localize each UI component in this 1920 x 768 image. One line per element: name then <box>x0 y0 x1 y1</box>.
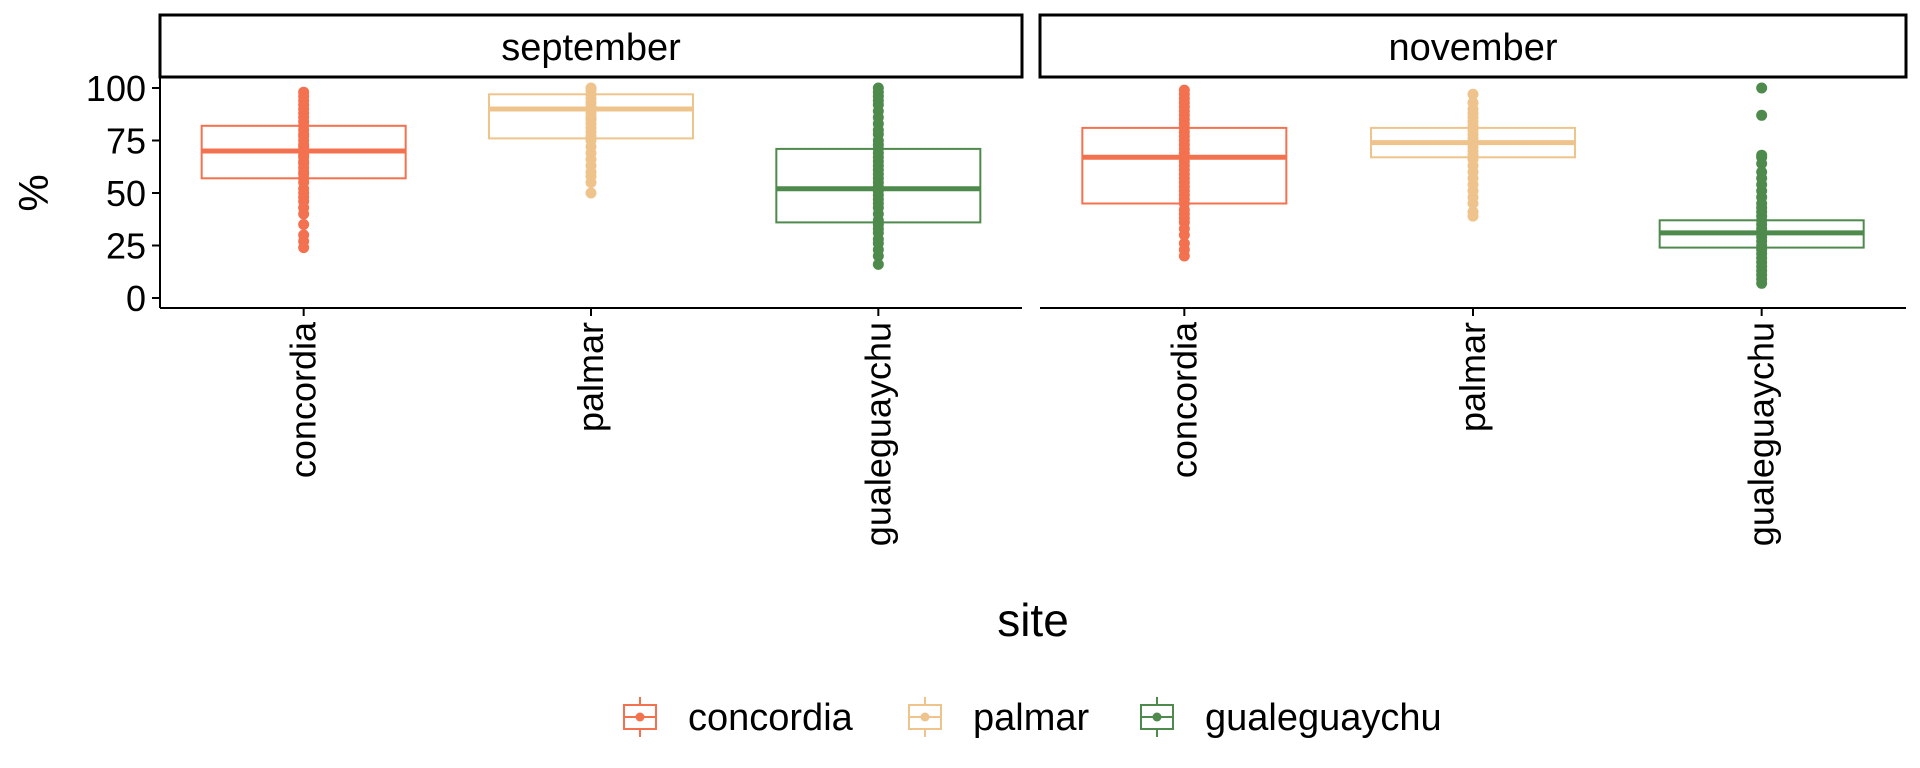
x-tick-label: gualeguaychu <box>857 322 898 546</box>
x-tick-label: concordia <box>1163 321 1204 478</box>
y-tick-label: 100 <box>86 68 146 109</box>
data-point-palmar <box>585 82 597 94</box>
x-tick-label: gualeguaychu <box>1741 322 1782 546</box>
y-tick-label: 0 <box>126 278 146 319</box>
data-point-palmar <box>1467 97 1479 109</box>
legend-key-point <box>920 712 930 722</box>
y-tick-label: 50 <box>106 173 146 214</box>
legend-label-concordia: concordia <box>688 697 854 739</box>
data-point-concordia <box>1178 84 1190 96</box>
y-tick-label: 75 <box>106 121 146 162</box>
data-point-gualeguaychu <box>872 82 884 94</box>
facet-title: november <box>1389 27 1558 69</box>
data-point-gualeguaychu <box>1756 82 1768 94</box>
legend-label-palmar: palmar <box>973 697 1089 739</box>
data-point-concordia <box>1178 237 1190 249</box>
x-tick-label: concordia <box>283 321 324 478</box>
y-axis-title: % <box>10 174 57 211</box>
facet-title: september <box>501 27 681 69</box>
data-point-palmar <box>585 187 597 199</box>
y-tick-label: 25 <box>106 226 146 267</box>
data-point-concordia <box>298 219 310 230</box>
x-tick-label: palmar <box>570 322 611 432</box>
data-point-gualeguaychu <box>872 258 884 270</box>
data-point-palmar <box>1467 88 1479 100</box>
data-point-concordia <box>298 86 310 98</box>
facet-strip-november <box>1038 13 1908 79</box>
data-point-gualeguaychu <box>1756 166 1768 178</box>
legend-label-gualeguaychu: gualeguaychu <box>1205 697 1442 739</box>
x-axis-title: site <box>997 594 1069 646</box>
legend-key-point <box>1152 712 1162 722</box>
x-tick-label: palmar <box>1452 322 1493 432</box>
data-point-concordia <box>298 229 310 241</box>
data-point-gualeguaychu <box>1756 109 1768 121</box>
legend-key-point <box>635 712 645 722</box>
facet-strip-september <box>158 13 1024 79</box>
data-point-gualeguaychu <box>1756 149 1768 161</box>
data-point-palmar <box>1467 206 1479 218</box>
